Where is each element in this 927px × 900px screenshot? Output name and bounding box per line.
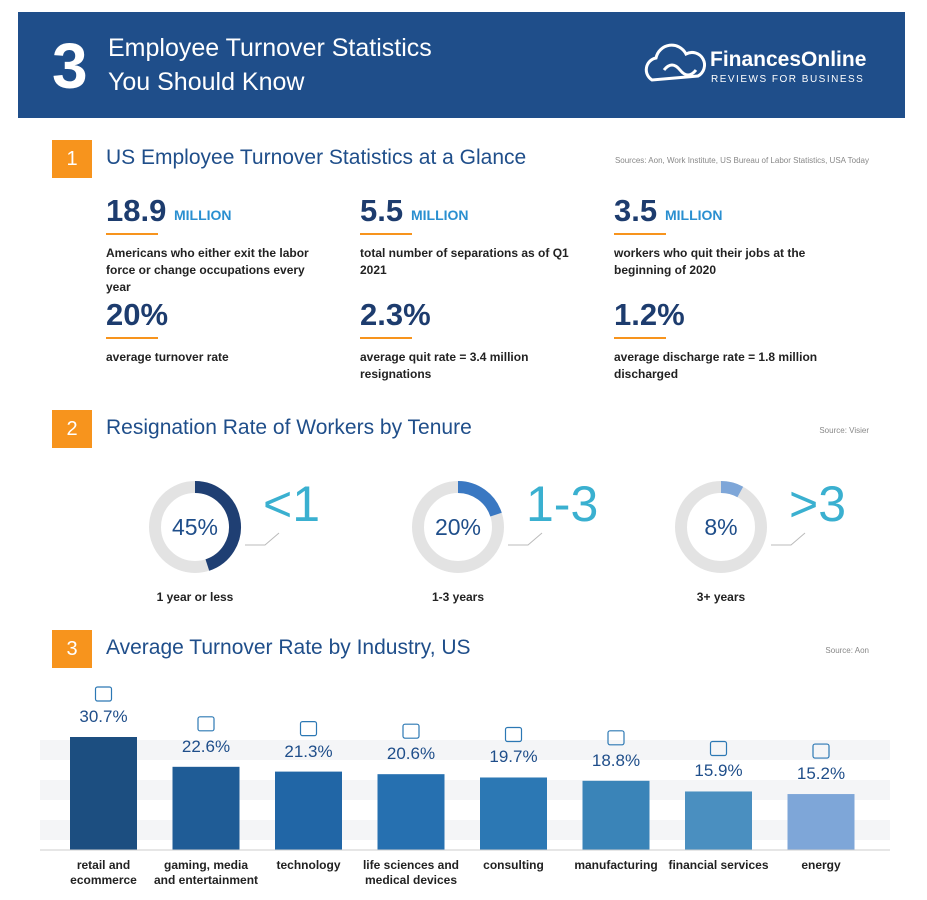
header-title: You Should Know	[108, 68, 305, 96]
industry-icon	[709, 740, 728, 757]
donut-arc	[194, 481, 241, 571]
stat-description: Americans who either exit the labor forc…	[106, 246, 309, 294]
header-number: 3	[52, 30, 88, 102]
bar-value-label: 21.3%	[284, 741, 333, 761]
industry-icon	[402, 723, 420, 739]
industry-icon	[504, 726, 523, 743]
stat-unit: MILLION	[665, 207, 723, 223]
bar-value-label: 20.6%	[386, 744, 436, 764]
bar-value-label: 22.6%	[181, 736, 231, 756]
tenure-caption: 3+ years	[696, 590, 746, 604]
stat-value: 5.5	[360, 193, 404, 228]
bar-category-label: technology	[276, 858, 341, 872]
stat-description: total number of separations as of Q1 202…	[360, 246, 569, 277]
bar-category-label: financial services	[668, 858, 769, 872]
stat-underline	[360, 337, 412, 339]
brand-tagline: REVIEWS FOR BUSINESS	[711, 74, 865, 85]
header-band	[18, 12, 905, 118]
industry-icon	[94, 686, 113, 702]
section-title: Resignation Rate of Workers by Tenure	[106, 416, 472, 439]
tenure-range: >3	[789, 476, 847, 532]
stat-underline	[614, 337, 666, 339]
stat-underline	[614, 233, 666, 235]
industry-icon	[299, 720, 318, 737]
donut-arc	[457, 481, 502, 517]
industry-icon	[197, 716, 215, 732]
bar-value-label: 18.8%	[591, 750, 641, 770]
band-stripe	[40, 740, 890, 760]
bar-category-label: consulting	[483, 858, 544, 872]
bar-value-label: 30.7%	[79, 707, 128, 726]
stat-underline	[360, 233, 412, 235]
bar	[70, 737, 137, 850]
section-badge: 3	[52, 630, 92, 668]
band-stripe	[40, 820, 890, 840]
stat-description: workers who quit their jobs at the begin…	[614, 246, 806, 277]
section-title: US Employee Turnover Statistics at a Gla…	[106, 146, 527, 169]
industry-icon	[607, 730, 625, 746]
bar-category-label: gaming, media and entertainment	[154, 858, 259, 887]
bar-value-label: 19.7%	[489, 747, 538, 767]
section-source: Source: Visier	[819, 426, 869, 435]
connector	[245, 532, 280, 546]
section-source: Sources: Aon, Work Institute, US Bureau …	[614, 156, 869, 165]
bar	[685, 791, 752, 850]
stat-description: average turnover rate	[106, 350, 229, 364]
stat-value: 20%	[106, 297, 169, 332]
stat-description: average quit rate = 3.4 million resignat…	[360, 350, 529, 381]
bar	[172, 766, 240, 850]
brand-name: FinancesOnline	[710, 48, 867, 71]
bar-category-label: retail and ecommerce	[70, 858, 137, 887]
section-badge: 2	[52, 410, 92, 448]
connector	[771, 532, 806, 546]
donut-label: 20%	[434, 514, 482, 540]
bar-category-label: energy	[801, 858, 841, 872]
donut-arc	[720, 481, 744, 498]
section-title: Average Turnover Rate by Industry, US	[106, 636, 471, 659]
bar-value-label: 15.2%	[796, 764, 846, 784]
stat-value: 1.2%	[614, 297, 685, 332]
bar	[582, 780, 650, 850]
tenure-caption: 1 year or less	[156, 590, 234, 604]
bar	[480, 777, 547, 850]
stat-description: average discharge rate = 1.8 million dis…	[614, 350, 818, 381]
bar-category-label: manufacturing	[574, 858, 658, 872]
stat-underline	[106, 233, 158, 235]
industry-icon	[812, 743, 830, 759]
section-badge: 1	[52, 140, 92, 178]
section-source: Source: Aon	[825, 646, 869, 655]
bar	[275, 771, 342, 850]
bar	[377, 774, 445, 850]
stat-value: 2.3%	[360, 297, 431, 332]
brand-logo	[644, 43, 707, 82]
stat-unit: MILLION	[174, 207, 232, 223]
donut-label: 45%	[171, 514, 219, 540]
stat-value: 3.5	[614, 193, 658, 228]
stat-value: 18.9	[106, 193, 167, 228]
tenure-caption: 1-3 years	[431, 590, 485, 604]
connector	[508, 532, 543, 546]
stat-unit: MILLION	[411, 207, 469, 223]
bar-category-label: life sciences and medical devices	[362, 858, 460, 887]
header-title: Employee Turnover Statistics	[108, 34, 432, 62]
bar-value-label: 15.9%	[694, 761, 743, 781]
stat-underline	[106, 337, 158, 339]
tenure-range: 1-3	[526, 476, 599, 532]
band-stripe	[40, 780, 890, 800]
bar	[787, 794, 855, 850]
donut-label: 8%	[704, 514, 738, 540]
tenure-range: <1	[263, 476, 321, 532]
